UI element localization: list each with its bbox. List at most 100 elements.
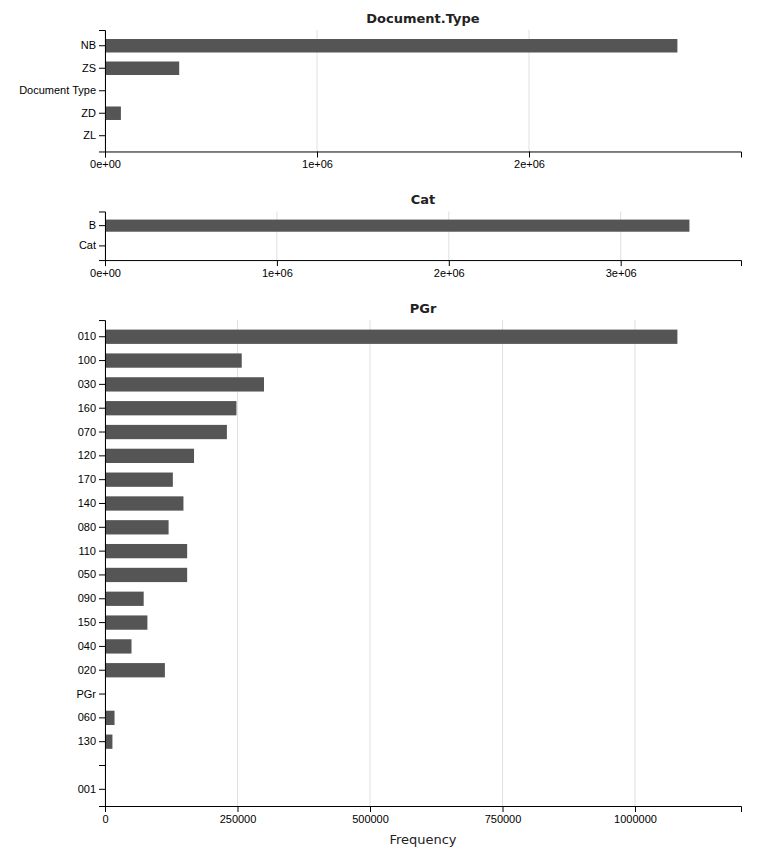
- tick-label: 250000: [220, 813, 257, 825]
- grid-line: [276, 211, 277, 260]
- y-tick: 050: [78, 568, 105, 580]
- tick-mark: [99, 225, 105, 226]
- tick-label: 120: [78, 449, 96, 461]
- bar: [105, 592, 144, 606]
- x-tick: 500000: [352, 806, 389, 825]
- bar: [105, 401, 236, 415]
- axis-line: [99, 212, 106, 261]
- tick-mark: [317, 151, 318, 157]
- y-tick: ZL: [83, 129, 105, 141]
- tick-label: 030: [78, 378, 96, 390]
- tick-mark: [99, 503, 105, 504]
- tick-mark: [99, 694, 105, 695]
- tick-mark: [99, 408, 105, 409]
- tick-mark: [635, 806, 636, 812]
- axis-line: [99, 31, 106, 152]
- y-tick: 060: [78, 711, 105, 723]
- tick-label: 500000: [352, 813, 389, 825]
- tick-label: 0e+00: [90, 267, 121, 279]
- tick-label: 1e+06: [302, 158, 333, 170]
- bars: [105, 39, 677, 120]
- bar: [105, 353, 242, 367]
- tick-label: 060: [78, 711, 96, 723]
- tick-label: Cat: [79, 239, 96, 251]
- chart-root: Document.Type0e+001e+062e+06NBZSDocument…: [0, 0, 771, 864]
- tick-label: NB: [81, 39, 96, 51]
- y-axis: B Cat: [79, 212, 106, 261]
- tick-label: ZL: [83, 129, 96, 141]
- tick-label: 0: [102, 813, 108, 825]
- x-tick: 250000: [220, 806, 257, 825]
- bar: [105, 496, 183, 510]
- tick-mark: [99, 765, 105, 766]
- grid: [105, 211, 621, 260]
- y-tick: 100: [78, 354, 105, 366]
- y-axis: NBZSDocument TypeZDZL: [19, 31, 105, 152]
- tick-label: 020: [78, 664, 96, 676]
- y-tick: 001: [78, 783, 105, 795]
- tick-label: ZD: [81, 107, 96, 119]
- y-tick: 140: [78, 497, 105, 509]
- tick-mark: [449, 260, 450, 266]
- x-axis: 0e+00 1e+06 2e+06: [90, 151, 741, 170]
- tick-label: 2e+06: [514, 158, 545, 170]
- tick-mark: [99, 455, 105, 456]
- grid: [105, 320, 635, 806]
- tick-label: PGr: [76, 688, 96, 700]
- y-tick: 070: [78, 426, 105, 438]
- bar: [105, 106, 121, 119]
- x-tick: 1000000: [614, 806, 657, 825]
- y-axis: 0101000301600701201701400801100500901500…: [76, 321, 105, 807]
- x-tick: 1e+06: [302, 151, 333, 170]
- y-tick: NB: [81, 39, 105, 51]
- tick-label: 2e+06: [434, 267, 465, 279]
- tick-mark: [621, 260, 622, 266]
- tick-label: B: [89, 219, 96, 231]
- tick-mark: [99, 717, 105, 718]
- y-tick: 160: [78, 402, 105, 414]
- tick-label: 0e+00: [90, 158, 121, 170]
- tick-mark: [99, 622, 105, 623]
- x-tick: 750000: [485, 806, 522, 825]
- grid-line: [370, 320, 371, 806]
- axis-line: [106, 152, 742, 158]
- x-axis: 0e+001e+062e+063e+06: [90, 260, 741, 279]
- tick-mark: [99, 360, 105, 361]
- tick-mark: [99, 479, 105, 480]
- tick-mark: [99, 789, 105, 790]
- tick-mark: [277, 260, 278, 266]
- bar: [105, 568, 187, 582]
- tick-label: 110: [78, 545, 96, 557]
- bar: [105, 544, 187, 558]
- bar: [105, 377, 264, 391]
- bar: [105, 449, 194, 463]
- y-tick: ZS: [82, 62, 105, 74]
- chart-title: PGr: [410, 301, 437, 316]
- tick-mark: [99, 574, 105, 575]
- bar: [105, 425, 227, 439]
- tick-mark: [99, 45, 105, 46]
- bar: [105, 473, 173, 487]
- y-tick: 030: [78, 378, 105, 390]
- bars: [105, 330, 677, 749]
- x-tick: 1e+06: [262, 260, 293, 279]
- y-tick: PGr: [76, 688, 105, 700]
- y-tick: 150: [78, 616, 105, 628]
- tick-mark: [503, 806, 504, 812]
- bars: [105, 220, 689, 232]
- bar: [105, 735, 112, 749]
- panel: Cat0e+001e+062e+063e+06BCat: [79, 192, 742, 278]
- tick-label: 001: [78, 783, 96, 795]
- tick-mark: [370, 806, 371, 812]
- tick-mark: [529, 151, 530, 157]
- x-axis: 0 250000 500000 750000 1000000: [102, 806, 741, 825]
- tick-mark: [99, 646, 105, 647]
- x-tick: 2e+06: [434, 260, 465, 279]
- grid-line: [502, 320, 503, 806]
- y-tick: 080: [78, 521, 105, 533]
- x-tick: 0: [102, 806, 108, 825]
- axis-line: [99, 321, 106, 807]
- tick-mark: [99, 432, 105, 433]
- tick-mark: [99, 245, 105, 246]
- tick-mark: [99, 670, 105, 671]
